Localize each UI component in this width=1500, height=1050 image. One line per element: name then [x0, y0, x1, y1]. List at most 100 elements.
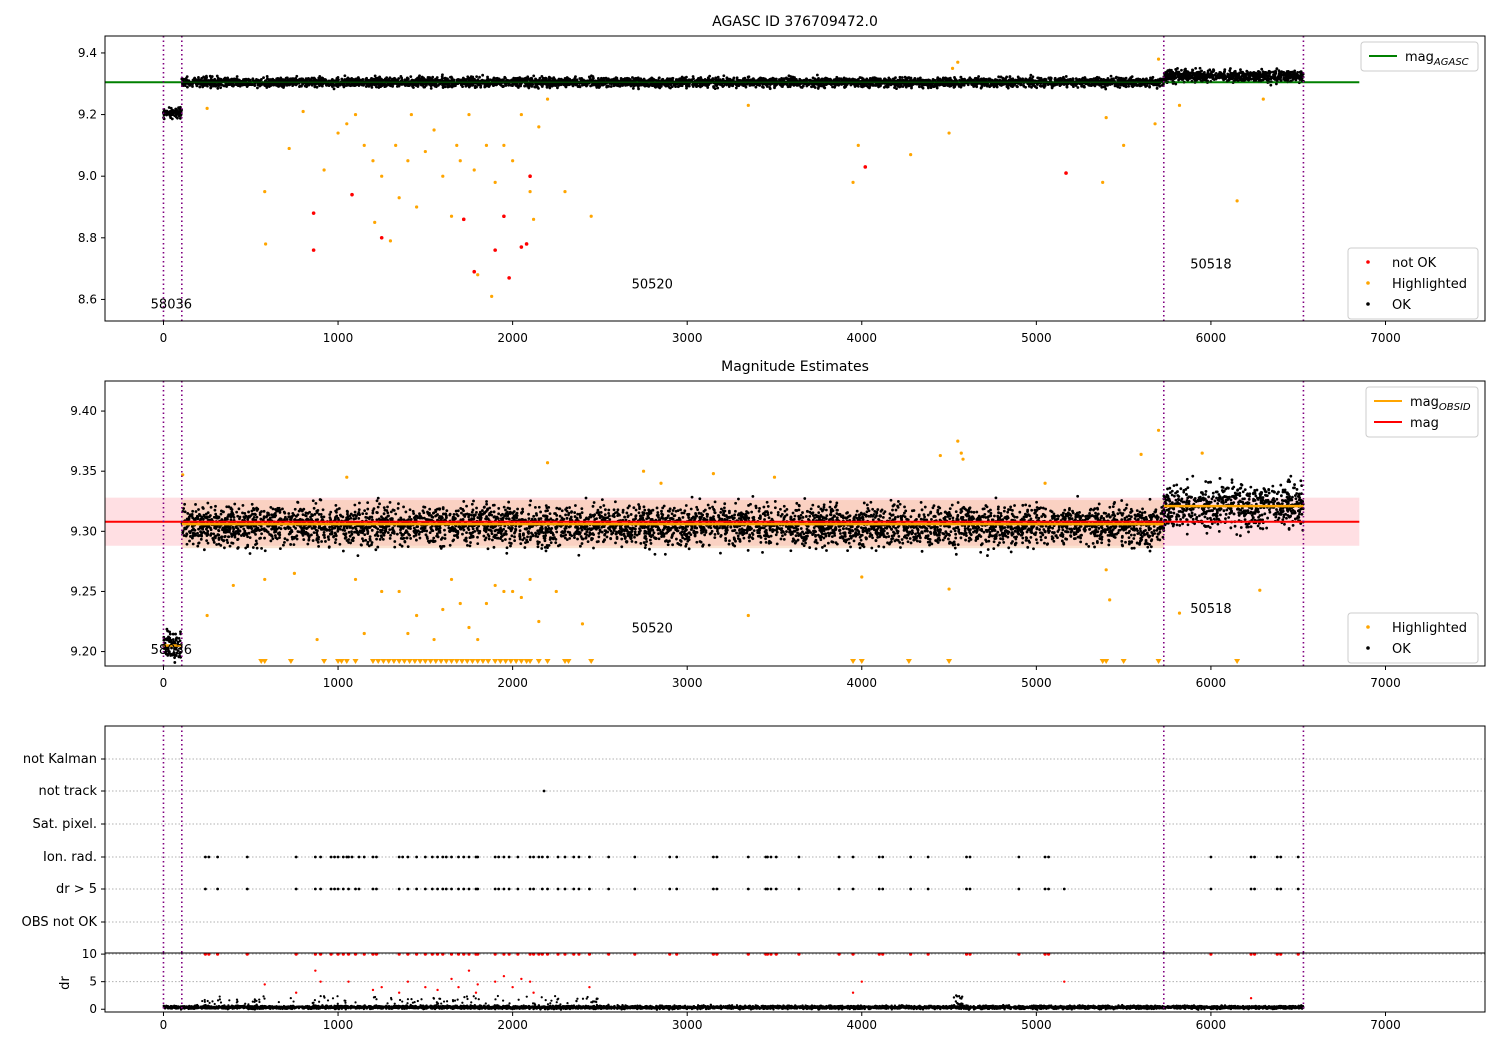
ok-point: [858, 76, 862, 79]
ok-point: [273, 82, 277, 86]
ok-point: [1136, 78, 1140, 82]
ok-point: [749, 78, 753, 82]
ok-point: [1094, 77, 1098, 80]
ok-point: [205, 76, 208, 80]
ok-point: [1148, 85, 1151, 89]
ok-point: [800, 86, 804, 89]
ok-point: [168, 114, 172, 117]
ok-point: [619, 76, 623, 80]
ok-point: [972, 85, 976, 88]
ok-point: [1127, 84, 1131, 88]
ok-point: [281, 78, 285, 82]
ok-point: [1053, 78, 1057, 82]
ok-point: [443, 76, 447, 80]
ok-point: [805, 84, 809, 88]
ok-point: [816, 87, 820, 90]
ok-point: [975, 85, 979, 89]
ok-point: [361, 82, 365, 86]
ok-point: [741, 83, 744, 87]
ok-point: [343, 74, 347, 78]
ok-point: [376, 76, 380, 80]
ok-point: [915, 82, 919, 86]
ok-point: [710, 78, 714, 82]
ok-point: [660, 78, 664, 82]
ok-point: [1143, 83, 1146, 87]
ok-point: [679, 83, 683, 86]
ok-point: [307, 83, 311, 86]
ok-point: [567, 83, 571, 87]
ok-point: [1030, 85, 1033, 89]
ok-point: [602, 76, 606, 80]
ok-point: [985, 83, 989, 87]
ok-point: [847, 77, 851, 81]
ok-point: [179, 114, 183, 117]
ok-point: [1020, 83, 1023, 86]
ok-point: [420, 75, 424, 79]
ok-point: [1082, 85, 1086, 88]
ok-point: [1033, 85, 1037, 88]
ok-point: [855, 83, 859, 87]
ok-point: [653, 82, 657, 86]
ok-point: [895, 83, 899, 86]
ok-point: [865, 77, 869, 81]
ok-point: [625, 76, 629, 80]
ok-point: [588, 77, 592, 81]
ok-point: [596, 76, 600, 80]
ok-point: [176, 110, 179, 113]
ok-point: [1074, 84, 1078, 87]
ok-point: [422, 83, 425, 87]
ok-point: [899, 78, 903, 82]
ok-point: [697, 84, 700, 88]
ok-point: [591, 83, 595, 87]
ok-point: [665, 78, 669, 81]
ok-point: [216, 83, 219, 86]
ok-point: [959, 84, 963, 88]
ok-point: [744, 85, 748, 89]
ok-point: [1123, 84, 1127, 88]
ok-point: [184, 77, 188, 80]
ok-point: [1036, 76, 1040, 80]
ok-point: [441, 83, 444, 87]
ok-point: [262, 76, 265, 80]
ok-point: [374, 85, 378, 89]
ok-point: [1018, 77, 1022, 81]
ok-point: [219, 86, 223, 90]
ok-point: [417, 76, 421, 80]
ok-point: [335, 84, 339, 88]
ok-point: [627, 82, 630, 86]
ok-point: [1031, 78, 1035, 82]
ok-point: [1123, 78, 1127, 82]
ok-point: [825, 77, 828, 81]
ok-point: [531, 82, 535, 86]
ok-point: [918, 76, 922, 80]
ok-point: [501, 84, 505, 88]
ok-point: [904, 84, 908, 88]
ok-point: [933, 84, 937, 88]
ok-point: [453, 84, 457, 87]
ok-point: [944, 76, 947, 80]
ok-point: [390, 77, 394, 81]
ok-point: [216, 86, 220, 90]
ok-point: [425, 78, 428, 82]
ok-point: [1077, 78, 1081, 82]
ok-point: [481, 73, 485, 77]
ok-point: [1051, 82, 1055, 86]
ok-point: [1137, 83, 1141, 87]
ok-point: [1194, 66, 1198, 70]
ok-point: [1158, 84, 1162, 88]
ok-point: [793, 77, 797, 81]
ok-point: [697, 77, 700, 80]
ok-point: [419, 78, 423, 82]
ok-point: [313, 85, 317, 89]
ok-point: [823, 86, 827, 90]
ok-point: [524, 76, 528, 80]
ok-point: [947, 83, 951, 87]
ok-point: [789, 83, 792, 87]
ok-point: [377, 83, 381, 87]
ok-point: [1275, 67, 1279, 71]
ok-point: [336, 75, 340, 79]
ok-point: [616, 82, 620, 86]
ok-point: [383, 83, 387, 87]
ok-point: [209, 82, 213, 86]
